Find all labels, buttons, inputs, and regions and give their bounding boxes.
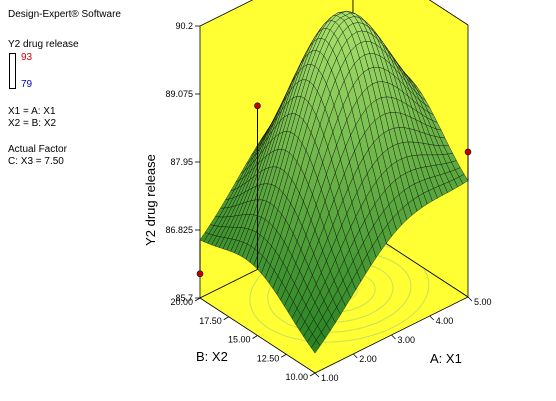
z-tick-label: 90.2 (175, 21, 193, 31)
design-point (254, 102, 261, 110)
x-tick-label: 4.00 (436, 316, 454, 326)
x-tick (314, 372, 320, 378)
surface-cell (310, 339, 321, 354)
y-tick-label: 12.50 (257, 353, 280, 363)
legend-panel: Design-Expert® Software Y2 drug release … (8, 0, 148, 200)
x-tick (352, 353, 358, 359)
design-point (196, 270, 204, 278)
legend-low-value: 79 (21, 79, 33, 90)
design-points (196, 102, 472, 278)
legend-high-value: 93 (21, 52, 33, 63)
axes: 85.7 86.825 87.95 89.075 90.2 1.00 2.00 3.00 4.0… (165, 21, 491, 383)
x-tick (467, 296, 473, 302)
z-tick-label: 85.7 (175, 293, 193, 303)
legend-factor-a: X1 = A: X1 (8, 106, 56, 117)
x-tick-label: 3.00 (398, 335, 416, 345)
legend-actual-factor: C: X3 = 7.50 (8, 156, 64, 167)
x-axis-label: A: X1 (430, 351, 462, 366)
y-axis-label: B: X2 (196, 349, 228, 364)
x-tick-label: 1.00 (321, 373, 339, 383)
y-tick-label: 20.00 (170, 297, 193, 307)
y-tick (194, 297, 201, 302)
y-tick-label: 17.50 (199, 316, 222, 326)
legend-response-label: Y2 drug release (8, 39, 79, 50)
x-tick (391, 334, 396, 340)
y-tick-label: 10.00 (285, 372, 308, 382)
x-tick (429, 315, 435, 321)
legend-color-bar (9, 53, 16, 89)
design-point (464, 148, 472, 156)
y-tick (309, 372, 316, 377)
y-tick (252, 335, 258, 339)
z-tick-label: 86.825 (165, 225, 193, 235)
legend-actual-factor-title: Actual Factor (8, 144, 67, 155)
software-title: Design-Expert® Software (8, 9, 121, 20)
x-tick-label: 2.00 (359, 354, 377, 364)
z-axis-label: Y2 drug release (143, 154, 158, 246)
y-tick-label: 15.00 (228, 335, 251, 345)
response-surface (199, 10, 469, 354)
z-tick-label: 87.95 (170, 157, 193, 167)
x-tick-label: 5.00 (474, 297, 492, 307)
legend-factor-b: X2 = B: X2 (8, 118, 57, 129)
z-tick-label: 89.075 (165, 89, 193, 99)
axis-labels: Y2 drug release A: X1 B: X2 (143, 154, 462, 366)
y-tick (223, 316, 229, 321)
y-tick (281, 353, 287, 358)
